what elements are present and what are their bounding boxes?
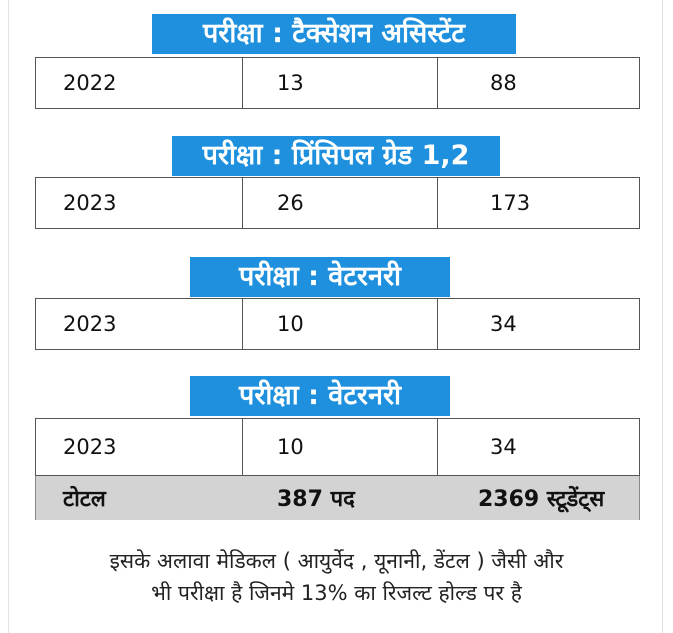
footnote-line-2: भी परीक्षा है जिनमे 13% का रिजल्ट होल्ड …: [151, 581, 522, 605]
total-posts: 387 पद: [277, 487, 355, 512]
posts-cell: 26: [243, 178, 438, 228]
posts-cell: 13: [243, 58, 438, 108]
exam-header: परीक्षा : प्रिंसिपल ग्रेड 1,2: [172, 136, 500, 176]
table-row: 2022 13 88: [35, 57, 640, 109]
students-cell: 34: [490, 435, 517, 459]
exam-header: परीक्षा : वेटरनरी: [190, 257, 450, 297]
total-label: टोटल: [63, 487, 106, 512]
table-row: 2023 10 34: [35, 298, 640, 350]
posts-cell: 10: [243, 299, 438, 349]
total-row: टोटल 387 पद 2369 स्टूडेंट्स: [35, 476, 640, 520]
students-cell: 173: [490, 191, 531, 215]
students-cell: 34: [490, 312, 517, 336]
year-cell: 2023: [36, 299, 243, 349]
total-students: 2369 स्टूडेंट्स: [478, 487, 605, 512]
footnote-line-1: इसके अलावा मेडिकल ( आयुर्वेद , यूनानी, ड…: [109, 549, 564, 573]
year-cell: 2022: [36, 58, 243, 108]
year-cell: 2023: [36, 419, 243, 475]
year-cell: 2023: [36, 178, 243, 228]
table-row: 2023 10 34: [35, 418, 640, 476]
students-cell: 88: [490, 71, 517, 95]
posts-cell: 10: [243, 419, 438, 475]
table-row: 2023 26 173: [35, 177, 640, 229]
exam-header: परीक्षा : टैक्सेशन असिस्टेंट: [152, 14, 516, 54]
page-frame: [8, 0, 663, 633]
footnote: इसके अलावा मेडिकल ( आयुर्वेद , यूनानी, ड…: [20, 545, 653, 609]
exam-header: परीक्षा : वेटरनरी: [190, 376, 450, 416]
